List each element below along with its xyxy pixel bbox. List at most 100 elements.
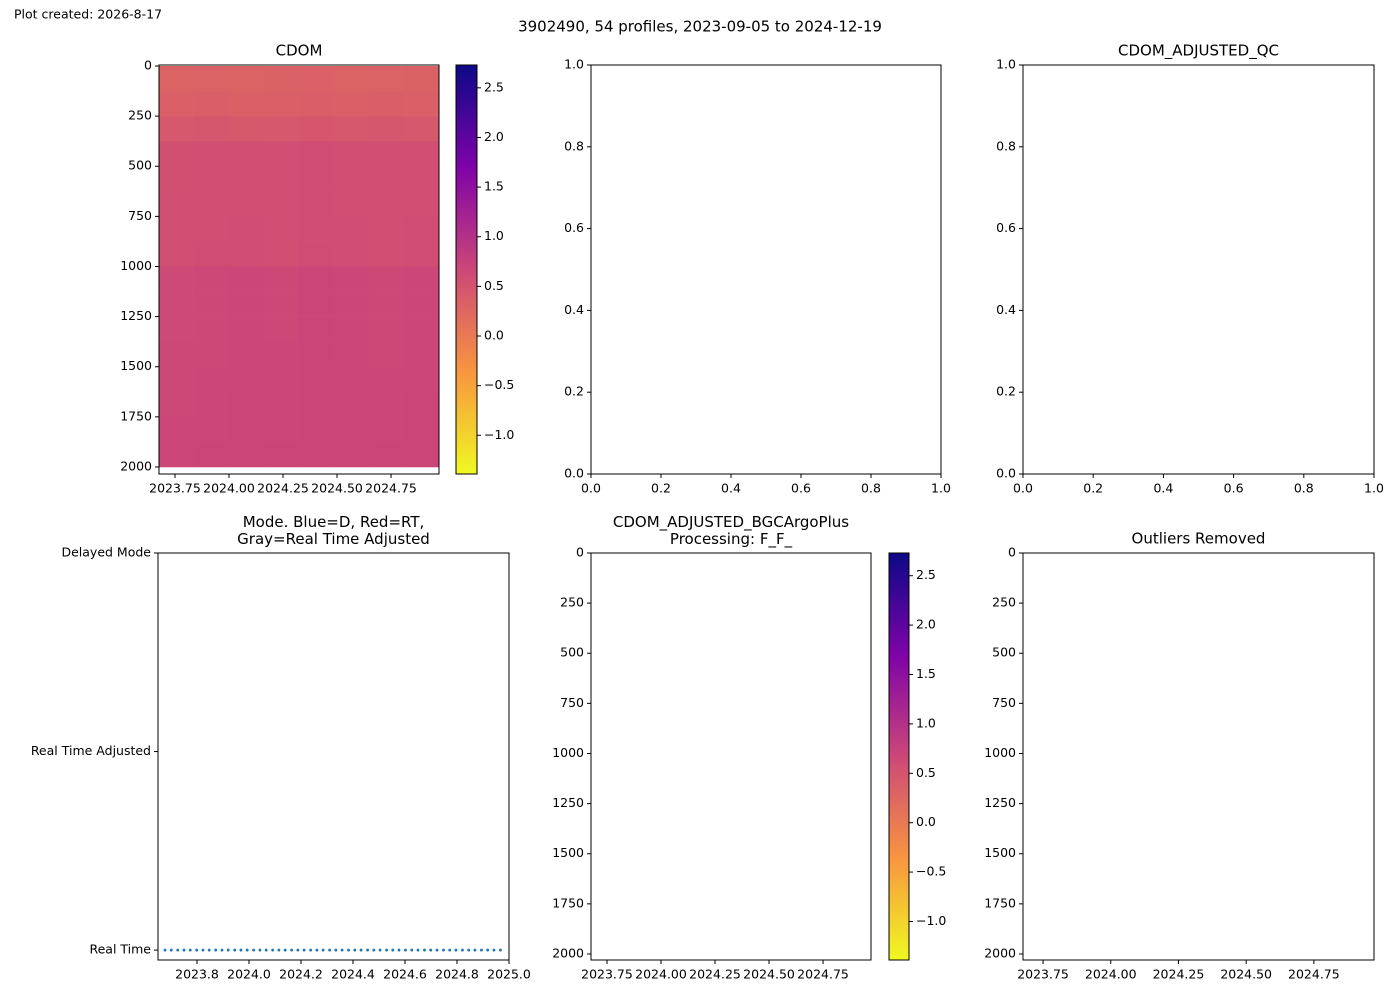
heatmap-cell	[299, 316, 335, 342]
heatmap-cell	[369, 391, 405, 418]
y-tick-label: 750	[128, 208, 152, 223]
heatmap-cell	[404, 216, 440, 242]
panel-title: CDOM	[276, 42, 323, 60]
mode-point	[385, 948, 388, 952]
mode-point	[442, 948, 445, 952]
heatmap-cell	[159, 366, 195, 393]
y-tick-label: 0.6	[564, 220, 584, 235]
heatmap-cell	[159, 66, 195, 92]
y-tick-label: 0	[144, 58, 152, 73]
mode-point	[277, 948, 281, 952]
axes-frame	[590, 64, 942, 475]
heatmap-cell	[299, 416, 335, 443]
mode-point	[391, 948, 395, 952]
heatmap-cell	[334, 366, 370, 393]
heatmap-cell	[299, 241, 335, 267]
heatmap-cell	[334, 266, 370, 292]
heatmap-cell	[334, 91, 370, 117]
heatmap-cell	[369, 216, 405, 242]
mode-point	[366, 948, 369, 952]
panel-title: CDOM_ADJUSTED_QC	[1118, 42, 1279, 61]
heatmap-cell	[229, 141, 265, 167]
heatmap-cell	[299, 291, 335, 317]
heatmap-cell	[159, 116, 195, 142]
y-tick-label: 0.4	[996, 302, 1016, 317]
heatmap-cell	[334, 141, 370, 167]
heatmap-cell	[229, 241, 265, 267]
colorbar-tick-label: 2.5	[916, 567, 936, 582]
mode-point	[169, 948, 173, 952]
mode-point	[201, 948, 205, 952]
mode-point	[435, 948, 439, 952]
axes-frame	[1022, 552, 1375, 961]
colorbar-tick-label: 2.0	[484, 129, 504, 144]
heatmap-cell	[194, 416, 230, 443]
x-tick-label: 2024.50	[1220, 967, 1272, 982]
heatmap-cell	[159, 441, 195, 468]
y-tick-label: 1500	[552, 845, 584, 860]
mode-point	[302, 948, 306, 952]
heatmap-cell	[229, 291, 265, 317]
axes-frame	[590, 552, 872, 961]
mode-point	[233, 948, 237, 952]
mode-point	[214, 948, 218, 952]
mode-point	[296, 948, 300, 952]
heatmap-cell	[404, 116, 440, 142]
heatmap-cell	[404, 441, 440, 468]
y-tick-label: Real Time Adjusted	[31, 743, 151, 758]
heatmap-cell	[264, 141, 300, 167]
heatmap-cell	[299, 166, 335, 192]
heatmap-cell	[159, 416, 195, 443]
mode-point	[410, 948, 414, 952]
x-tick-label: 2023.75	[581, 967, 633, 982]
heatmap-cell	[369, 241, 405, 267]
y-tick-label: 1250	[552, 795, 584, 810]
mode-point	[454, 948, 458, 952]
heatmap-cell	[404, 241, 440, 267]
heatmap-cell	[404, 391, 440, 418]
heatmap-cell	[194, 216, 230, 242]
x-tick-label: 2023.75	[1017, 967, 1069, 982]
y-tick-label: 1250	[984, 795, 1016, 810]
heatmap-cell	[264, 66, 300, 92]
heatmap-cell	[264, 116, 300, 142]
y-tick-label: 0.6	[996, 220, 1016, 235]
heatmap-cell	[404, 266, 440, 292]
heatmap-cell	[159, 141, 195, 167]
heatmap-cell	[194, 191, 230, 217]
heatmap-cell	[229, 391, 265, 418]
heatmap-cell	[264, 366, 300, 393]
heatmap-cell	[194, 141, 230, 167]
heatmap-cell	[404, 366, 440, 393]
heatmap-cell	[194, 366, 230, 393]
mode-point	[359, 948, 363, 952]
mode-point	[321, 948, 325, 952]
y-tick-label: 1500	[984, 845, 1016, 860]
y-tick-label: 1000	[984, 745, 1016, 760]
y-tick-label: 750	[560, 695, 584, 710]
y-tick-label: 500	[560, 645, 584, 660]
heatmap-cell	[159, 341, 195, 368]
y-tick-label: 0	[1008, 545, 1016, 560]
mode-point	[397, 948, 401, 952]
mode-point	[480, 948, 483, 952]
mode-point	[473, 948, 477, 952]
mode-point	[163, 948, 167, 952]
colorbar-tick-label: −1.0	[916, 913, 946, 928]
heatmap-cell	[299, 216, 335, 242]
heatmap-cell	[194, 166, 230, 192]
colorbar-tick-label: 1.5	[916, 666, 936, 681]
y-tick-label: 0.4	[564, 302, 584, 317]
heatmap-cell	[264, 266, 300, 292]
heatmap-cell	[369, 91, 405, 117]
x-tick-label: 2024.00	[203, 481, 255, 496]
y-tick-label: 250	[128, 108, 152, 123]
figure-title: 3902490, 54 profiles, 2023-09-05 to 2024…	[518, 18, 882, 36]
x-tick-label: 0.6	[1224, 481, 1244, 496]
x-tick-label: 2024.25	[257, 481, 309, 496]
x-tick-label: 1.0	[1364, 481, 1384, 496]
heatmap-cell	[194, 91, 230, 117]
mode-point	[347, 948, 350, 952]
mode-point	[220, 948, 224, 952]
